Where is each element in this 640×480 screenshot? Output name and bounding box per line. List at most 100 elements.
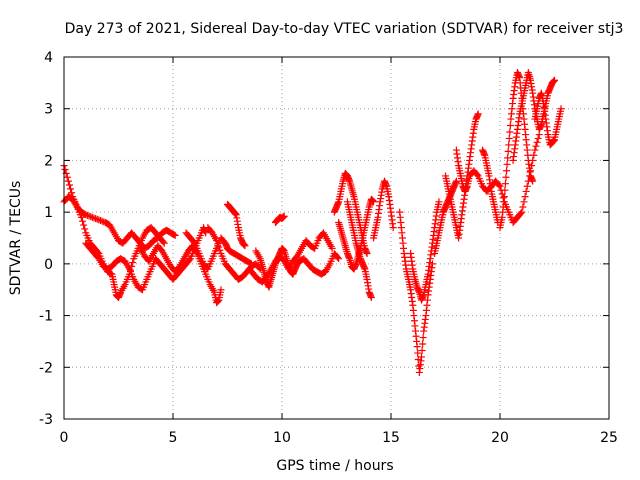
data-point [529,177,537,185]
data-point [214,240,222,248]
x-tick-label: 5 [169,430,178,446]
data-point [216,246,224,254]
data-point [418,353,426,361]
data-point [532,142,540,150]
data-point [107,270,115,278]
plot-frame [63,56,610,420]
data-point [280,212,288,220]
x-tick-labels: 0 5 10 15 20 25 [60,430,618,446]
data-point [98,217,106,225]
x-axis-label: GPS time / hours [276,458,393,474]
data-point [79,217,87,225]
data-point [83,211,91,219]
y-tick-label: 0 [44,257,53,273]
data-point [92,215,100,223]
data-point [202,229,210,237]
data-point [334,253,342,261]
y-tick-label: 4 [44,50,53,66]
data-point [129,259,137,267]
data-point [328,244,336,252]
data-point [93,215,101,223]
data-point [185,256,193,264]
data-point [215,243,223,251]
data-point [501,180,509,188]
data-point [80,221,88,229]
data-point [419,334,427,342]
data-point [517,209,525,217]
data-point [518,208,526,216]
data-points [60,69,565,376]
data-point [522,187,530,195]
data-point [88,213,96,221]
data-point [500,193,508,201]
data-point [505,134,513,142]
data-point [533,138,541,146]
data-point [502,173,510,181]
axis-ticks [63,56,610,420]
data-point [389,224,397,232]
data-point [363,250,371,258]
data-point [519,203,527,211]
y-tick-labels: 4 3 2 1 0 -1 -2 -3 [39,50,53,428]
data-point [370,198,378,206]
data-point [551,76,558,84]
data-point [418,346,426,354]
data-point [87,213,95,221]
x-tick-label: 20 [491,430,509,446]
data-point [67,185,75,193]
data-point [474,110,482,118]
data-point [506,122,514,130]
y-tick-label: 1 [44,205,53,221]
y-tick-label: -2 [39,360,53,376]
x-tick-label: 10 [273,430,291,446]
data-point [413,343,421,351]
data-point [241,242,249,250]
data-point [503,167,511,175]
y-tick-label: -3 [39,412,53,428]
data-point [61,165,69,173]
data-point [419,340,427,348]
data-point [520,198,528,206]
data-point [335,255,343,263]
data-point [501,186,509,194]
x-tick-label: 15 [382,430,400,446]
data-point [523,182,531,190]
data-point [217,286,225,294]
data-point [63,173,71,181]
data-point [160,239,168,247]
data-point [557,105,565,113]
data-point [504,154,512,162]
data-point [95,216,103,224]
data-point [506,128,514,136]
data-point [530,151,538,159]
data-point [503,160,511,168]
data-point [367,293,375,301]
data-point [90,214,98,222]
data-point [473,171,481,179]
data-point [435,198,443,206]
x-tick-label: 0 [60,430,69,446]
data-point [505,141,513,149]
data-point [531,146,539,154]
data-point [171,231,179,239]
y-tick-label: -1 [39,309,53,325]
data-point [190,238,198,246]
y-tick-label: 2 [44,153,53,169]
chart-title: Day 273 of 2021, Sidereal Day-to-day VTE… [65,21,624,37]
y-axis-label: SDTVAR / TECUs [8,181,24,296]
data-point [414,349,422,357]
data-point [496,182,504,190]
x-tick-label: 25 [600,430,618,446]
data-point [64,177,72,185]
data-point [534,134,542,142]
data-point [213,237,221,245]
data-point [77,213,85,221]
data-point [65,181,73,189]
y-tick-label: 3 [44,102,53,118]
data-point [170,231,178,239]
data-point [495,181,503,189]
data-point [81,225,89,233]
data-point [97,217,105,225]
data-point [521,193,529,201]
data-point [504,147,512,155]
